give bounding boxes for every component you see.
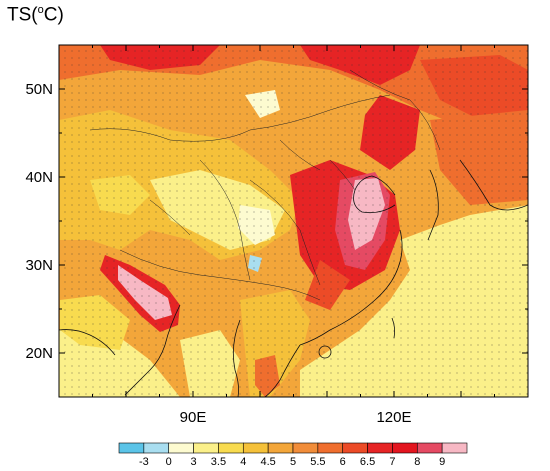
colorbar-label: 8 — [414, 456, 420, 468]
latitude-axis: 50N 40N 30N 20N — [25, 44, 528, 398]
colorbar-swatch — [317, 442, 344, 454]
title-superscript: o — [37, 4, 44, 16]
colorbar-label: 5 — [290, 456, 296, 468]
map-title: TS(oC) — [7, 4, 64, 26]
colorbar-swatch — [292, 442, 319, 454]
colorbar-swatch — [218, 442, 244, 454]
lon-tick-label: 120E — [376, 409, 411, 426]
title-prefix: TS( — [7, 4, 38, 26]
colorbar-swatch — [143, 442, 170, 454]
colorbar-label: 5.5 — [310, 456, 325, 468]
lat-tick-label: 20N — [25, 345, 53, 362]
colorbar-label: 3 — [191, 456, 197, 468]
colorbar-swatch — [267, 442, 294, 454]
colorbar-label: -3 — [139, 456, 149, 468]
colorbar-swatch — [342, 442, 368, 454]
colorbar-swatch — [168, 442, 194, 454]
colorbar-label: 7 — [389, 456, 395, 468]
colorbar-swatch — [416, 442, 443, 454]
temperature-field — [59, 45, 528, 397]
colorbar-label: 6 — [340, 456, 346, 468]
colorbar-label: 4 — [240, 456, 246, 468]
lon-tick-label: 90E — [180, 409, 207, 426]
colorbar-label: 4.5 — [260, 456, 275, 468]
colorbar-label: 3.5 — [211, 456, 226, 468]
lat-tick-label: 40N — [25, 169, 53, 186]
lat-tick-label: 50N — [25, 81, 53, 98]
country-borders — [89, 69, 441, 301]
longitude-axis: 90E 120E — [58, 45, 529, 426]
colorbar-swatch — [441, 442, 468, 454]
colorbar-swatch — [193, 442, 219, 454]
colorbar-swatch — [242, 442, 269, 454]
title-suffix: C) — [43, 4, 64, 26]
colorbar-label: 9 — [439, 456, 445, 468]
lat-tick-label: 30N — [25, 257, 53, 274]
colorbar-label: 6.5 — [360, 456, 375, 468]
colorbar-swatch — [367, 442, 393, 454]
colorbar-label: 0 — [166, 456, 172, 468]
colorbar: -3 0 3 3.5 4 4.5 5 5.5 6 6.5 7 8 9 — [118, 442, 468, 468]
colorbar-swatch — [392, 442, 418, 454]
colorbar-swatch — [118, 442, 145, 454]
